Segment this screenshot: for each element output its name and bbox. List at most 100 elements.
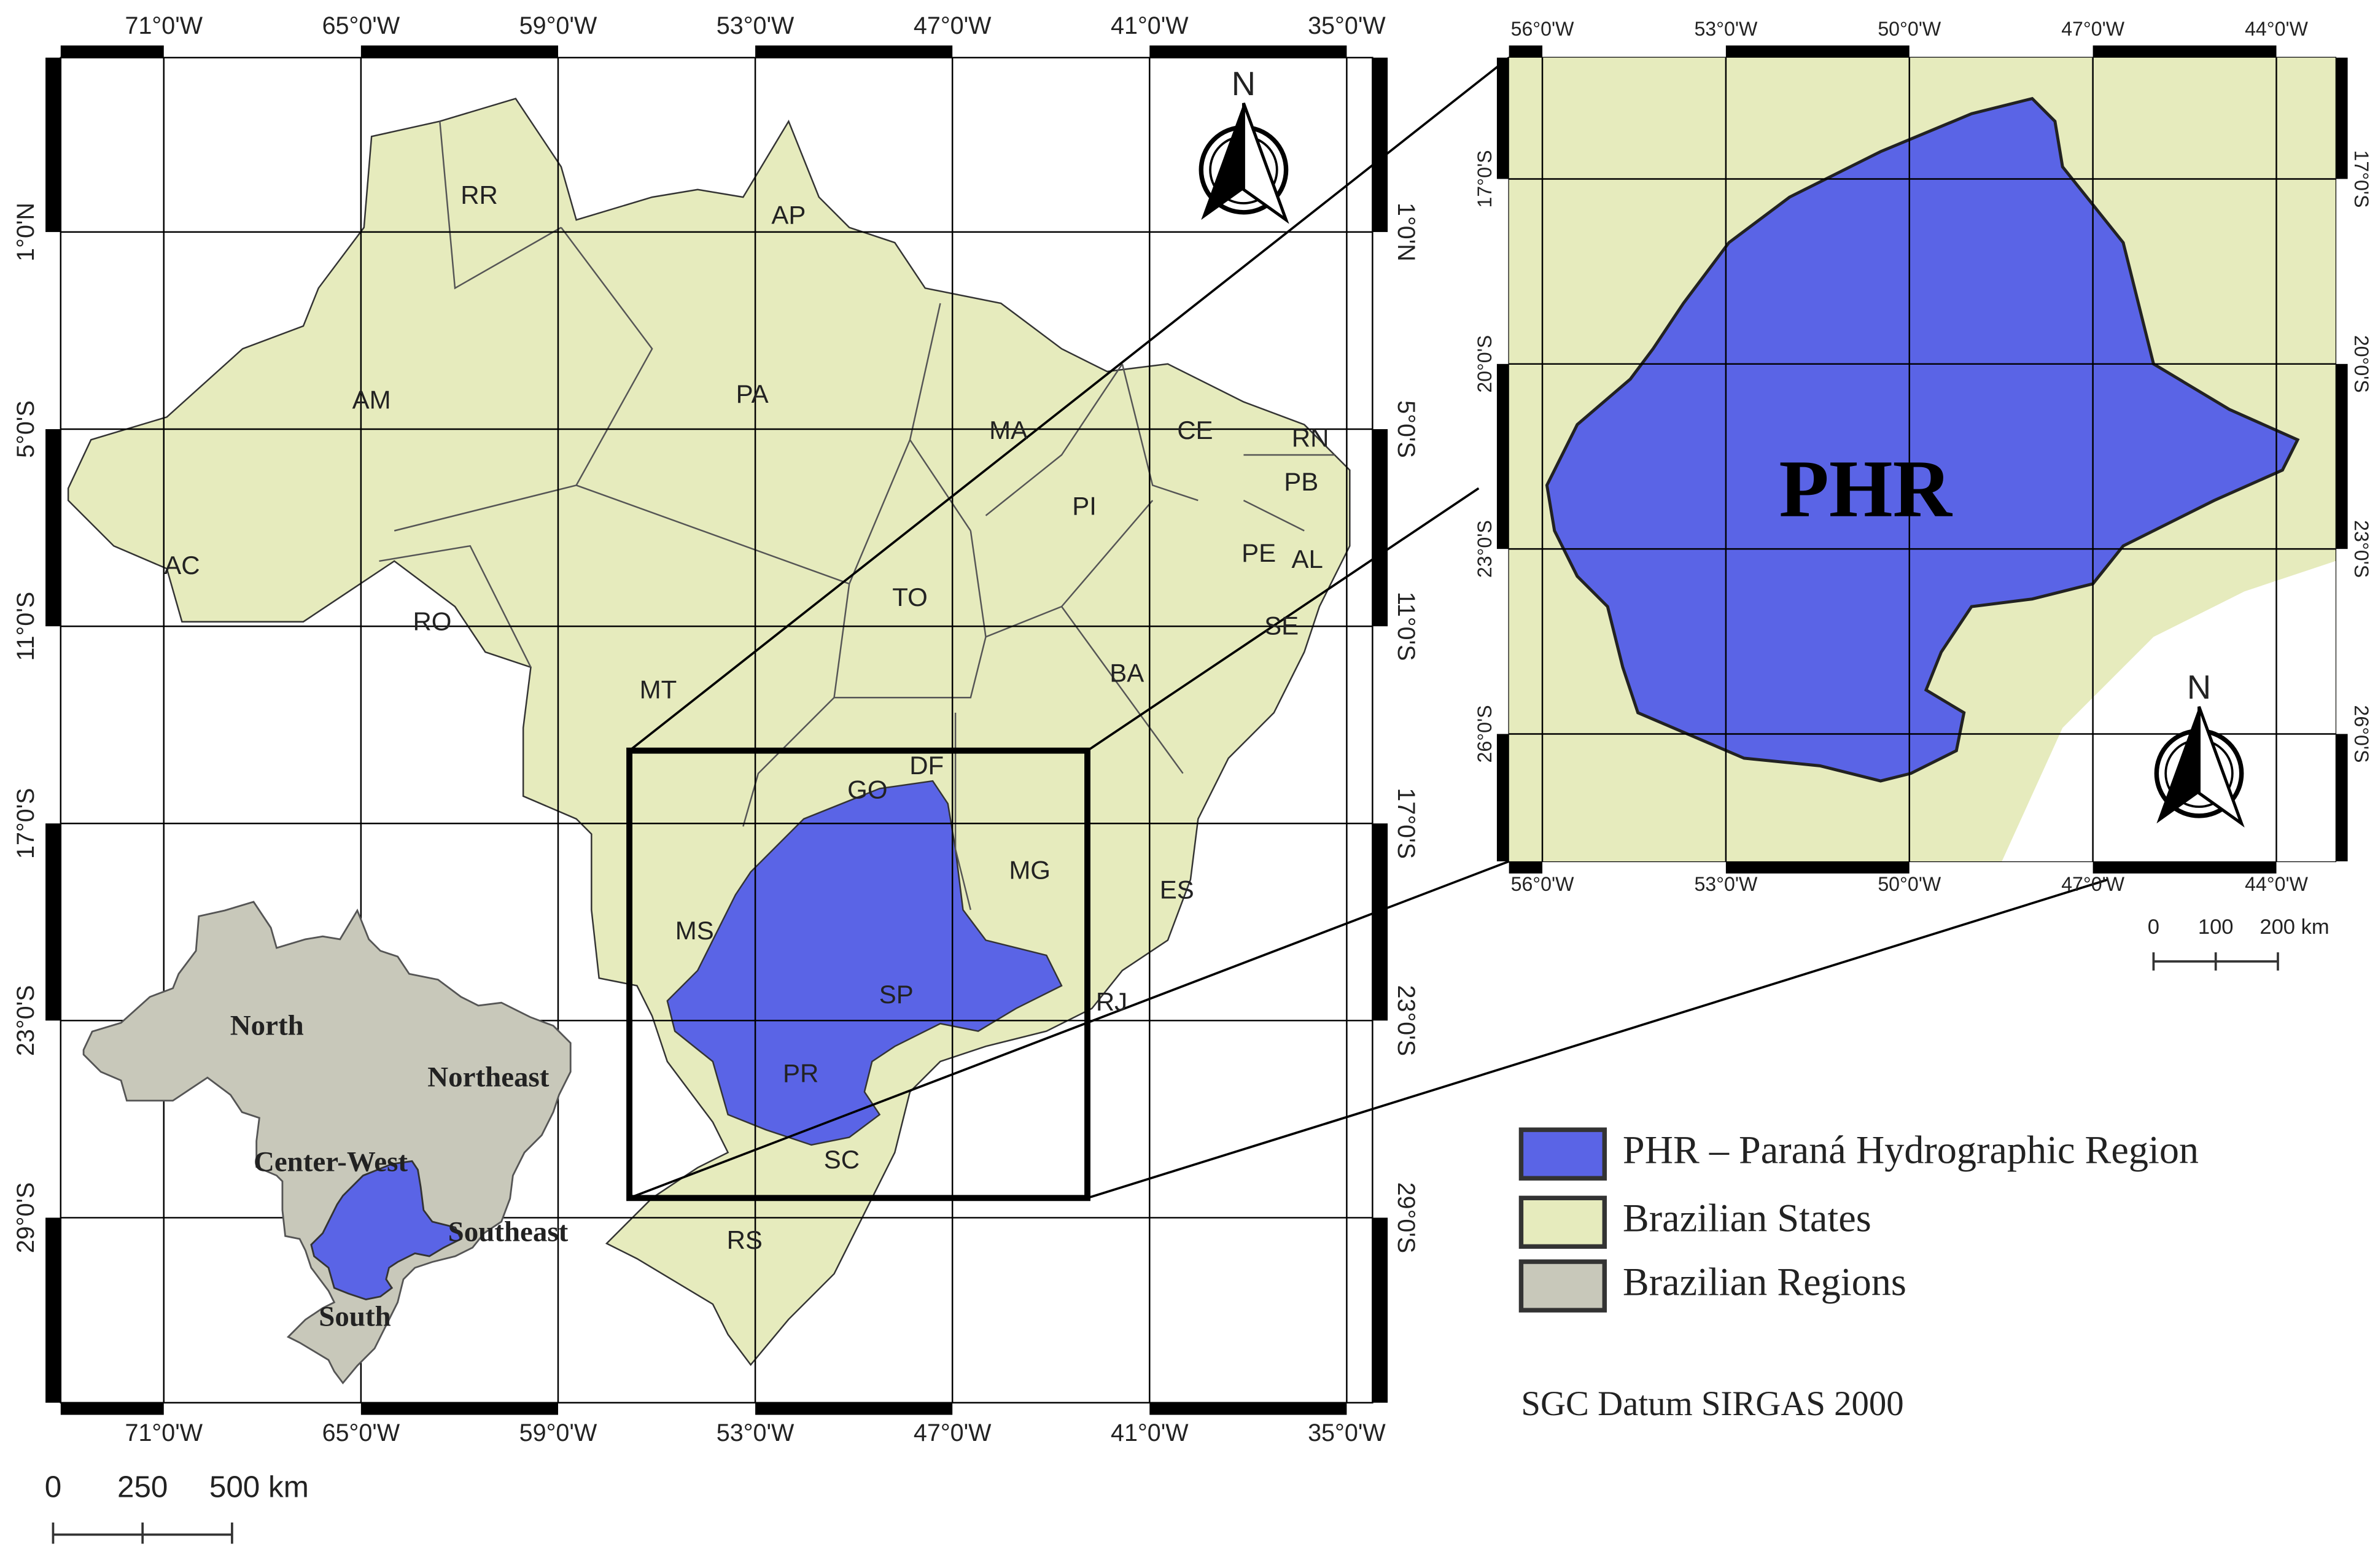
lat-label: 1°0'N <box>12 203 39 262</box>
zoom-scale-label: 0 <box>2148 915 2159 939</box>
region-label: North <box>230 1009 304 1041</box>
state-border <box>969 500 1154 638</box>
state-label: MT <box>640 675 677 704</box>
zoom-lon-label: 47°0'W <box>2061 18 2125 40</box>
zoom-lat-label: 26°0'S <box>2350 705 2372 763</box>
state-label: AC <box>164 551 200 580</box>
zoom-lat-label: 20°0'S <box>2350 335 2372 393</box>
legend-swatch <box>1518 1195 1607 1249</box>
lat-label: 5°0'S <box>12 400 39 458</box>
ocean <box>2002 561 2336 861</box>
lon-label: 59°0'W <box>519 12 597 39</box>
state-label: GO <box>847 775 887 804</box>
datum: SGC Datum SIRGAS 2000 <box>1521 1384 1903 1423</box>
state-label: RN <box>1292 423 1329 452</box>
state-label: PI <box>1072 492 1097 521</box>
lon-label: 71°0'W <box>125 12 203 39</box>
legend-label: Brazilian States <box>1623 1197 1871 1240</box>
legend-swatch <box>1518 1259 1607 1313</box>
region-label: Center-West <box>254 1146 408 1178</box>
state-border <box>742 697 835 827</box>
lat-label: 29°0'S <box>1393 1182 1420 1254</box>
lat-label: 11°0'S <box>1393 592 1420 661</box>
state-label: AP <box>771 200 806 229</box>
study-box <box>626 747 1090 1201</box>
legend-swatch <box>1518 1127 1607 1181</box>
state-border <box>954 712 972 910</box>
zoom-lat-label: 23°0'S <box>1474 520 1496 578</box>
state-label: AL <box>1291 545 1323 573</box>
state-label: AM <box>352 386 391 414</box>
state-label: PE <box>1241 538 1276 567</box>
zoom-lat-label: 17°0'S <box>1474 150 1496 208</box>
state-label: MG <box>1009 855 1051 884</box>
state-label: BA <box>1109 658 1144 687</box>
state-label: RJ <box>1096 987 1127 1016</box>
lon-label: 53°0'W <box>717 1419 795 1446</box>
scale-label: 0 <box>45 1470 61 1504</box>
region-label: Southeast <box>448 1216 569 1248</box>
lat-label: 29°0'S <box>12 1182 39 1254</box>
state-label: MS <box>675 916 714 945</box>
zoom-frame-ticks <box>1496 45 2348 874</box>
lon-label: 65°0'W <box>322 12 400 39</box>
state-label: SE <box>1264 611 1299 640</box>
state-border <box>576 438 971 585</box>
zoom-lat-label: 20°0'S <box>1474 335 1496 393</box>
zoom-lon-label: 56°0'W <box>1511 18 1575 40</box>
state-border <box>439 121 562 290</box>
lon-label: 35°0'W <box>1308 1419 1386 1446</box>
lon-label: 71°0'W <box>125 1419 203 1446</box>
state-label: CE <box>1177 416 1213 444</box>
north-label: N <box>1232 65 1256 103</box>
scale-label: 250 <box>117 1470 168 1504</box>
region-label: Northeast <box>427 1061 549 1093</box>
state-border <box>394 227 653 532</box>
zoom-scale-label: 200 km <box>2259 915 2329 939</box>
state-label: SP <box>879 980 914 1009</box>
zoom-phr <box>1545 96 2300 783</box>
zoom-lat-label: 26°0'S <box>1474 705 1496 763</box>
lon-label: 53°0'W <box>717 12 795 39</box>
lat-label: 23°0'S <box>1393 985 1420 1057</box>
zoom-lon-label: 53°0'W <box>1694 873 1758 895</box>
lat-label: 23°0'S <box>12 985 39 1057</box>
zoom-lon-label: 50°0'W <box>1878 873 1941 895</box>
state-label: MA <box>989 416 1028 444</box>
state-border <box>1243 500 1305 532</box>
lat-label: 5°0'S <box>1393 400 1420 458</box>
zoom-lat-label: 17°0'S <box>2350 150 2372 208</box>
lon-label: 47°0'W <box>914 12 992 39</box>
lon-label: 65°0'W <box>322 1419 400 1446</box>
state-label: SC <box>824 1145 860 1174</box>
zoom-lat-label: 23°0'S <box>2350 520 2372 578</box>
connectors <box>628 56 2108 1200</box>
zoom-lon-label: 56°0'W <box>1511 873 1575 895</box>
scale-label: 500 km <box>209 1470 309 1504</box>
zoom-lon-label: 47°0'W <box>2061 873 2125 895</box>
state-label: RR <box>460 180 498 209</box>
state-border <box>1121 363 1199 502</box>
legend-label: Brazilian Regions <box>1623 1260 1906 1303</box>
lon-label: 59°0'W <box>519 1419 597 1446</box>
state-border <box>833 583 987 699</box>
frame-ticks <box>45 45 1388 1415</box>
lon-label: 47°0'W <box>914 1419 992 1446</box>
zoom-north-label: N <box>2187 669 2211 706</box>
zoom-lon-label: 44°0'W <box>2245 873 2309 895</box>
legend-label: PHR – Paraná Hydrographic Region <box>1623 1128 2199 1171</box>
state-border <box>985 363 1123 516</box>
zoom-scale-label: 100 <box>2198 915 2234 939</box>
state-label: PR <box>783 1058 818 1087</box>
lat-label: 11°0'S <box>12 592 39 661</box>
lon-label: 41°0'W <box>1111 12 1189 39</box>
state-label: TO <box>892 583 928 611</box>
state-label: DF <box>909 751 944 780</box>
state-label: PB <box>1284 467 1318 496</box>
zoom-title: PHR <box>1779 443 1953 534</box>
zoom-north-arrow: N <box>2154 669 2245 828</box>
region-label: South <box>319 1301 391 1333</box>
lat-label: 17°0'S <box>1393 788 1420 859</box>
zoom-lon-label: 50°0'W <box>1878 18 1941 40</box>
